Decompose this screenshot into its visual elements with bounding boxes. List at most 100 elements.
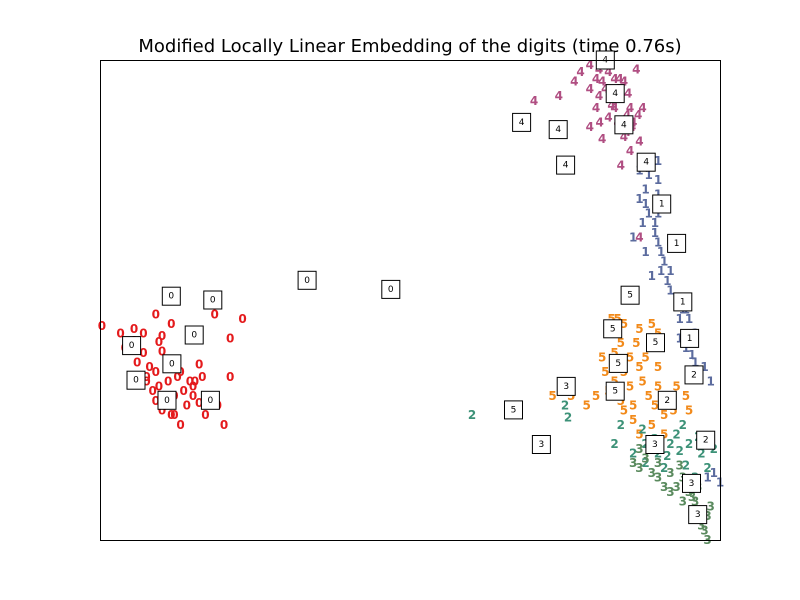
digit-point-0: 0: [139, 327, 147, 341]
thumbnail-frame: [184, 325, 204, 345]
digit-point-5: 5: [610, 346, 618, 360]
digit-point-4: 4: [595, 63, 603, 77]
digit-point-1: 1: [654, 187, 662, 201]
digit-thumbnail-5: 5: [620, 285, 640, 305]
thumbnail-frame: [556, 376, 576, 396]
digit-point-0: 0: [158, 329, 166, 343]
thumbnail-frame: [161, 286, 181, 306]
digit-point-5: 5: [648, 418, 656, 432]
digit-point-5: 5: [648, 317, 656, 331]
digit-point-0: 0: [158, 344, 166, 358]
digit-point-1: 1: [666, 264, 674, 278]
digit-point-1: 1: [635, 192, 643, 206]
digit-point-0: 0: [98, 319, 106, 333]
digit-point-4: 4: [598, 75, 606, 89]
digit-thumbnail-0: 0: [200, 390, 220, 410]
digit-point-0: 0: [152, 394, 160, 408]
digit-point-4: 4: [620, 130, 628, 144]
digit-point-0: 0: [198, 370, 206, 384]
digit-point-3: 3: [666, 485, 674, 499]
thumbnail-frame: [646, 333, 665, 353]
digit-point-1: 1: [645, 207, 653, 221]
digit-point-1: 1: [629, 231, 637, 245]
digit-point-0: 0: [152, 365, 160, 379]
thumbnail-digit: 2: [703, 436, 709, 446]
digit-thumbnail-1: 1: [680, 328, 700, 348]
digit-point-1: 1: [663, 274, 671, 288]
digit-point-1: 1: [651, 216, 659, 230]
digit-point-5: 5: [583, 399, 591, 413]
digit-point-5: 5: [635, 322, 643, 336]
digit-point-4: 4: [638, 101, 646, 115]
thumbnail-digit: 1: [659, 200, 665, 210]
digit-point-1: 1: [691, 355, 699, 369]
digit-point-0: 0: [155, 335, 163, 349]
digit-point-0: 0: [167, 408, 175, 422]
digit-point-5: 5: [635, 427, 643, 441]
thumbnail-frame: [603, 319, 623, 339]
digit-point-3: 3: [648, 466, 656, 480]
thumbnail-digit: 5: [615, 359, 621, 369]
digit-point-0: 0: [152, 307, 160, 321]
thumbnail-frame: [548, 120, 568, 140]
digit-point-1: 1: [685, 312, 693, 326]
digit-point-0: 0: [220, 418, 228, 432]
digit-point-3: 3: [707, 499, 715, 513]
digit-thumbnail-2: 2: [696, 430, 716, 450]
digit-point-4: 4: [610, 72, 618, 86]
digit-point-1: 1: [641, 197, 649, 211]
thumbnail-frame: [381, 279, 401, 299]
digit-point-0: 0: [145, 360, 153, 374]
digit-point-1: 1: [654, 207, 662, 221]
thumbnail-frame: [682, 473, 701, 493]
digit-point-1: 1: [688, 348, 696, 362]
thumbnail-frame: [620, 285, 640, 305]
digit-point-2: 2: [638, 423, 646, 437]
digit-point-0: 0: [195, 357, 203, 371]
thumbnail-frame: [605, 84, 625, 104]
digit-point-5: 5: [614, 312, 622, 326]
digit-point-0: 0: [149, 384, 157, 398]
digit-point-0: 0: [142, 375, 150, 389]
digit-point-4: 4: [604, 111, 612, 125]
digit-point-3: 3: [660, 480, 668, 494]
digit-point-4: 4: [634, 108, 642, 122]
digit-point-0: 0: [130, 322, 138, 336]
digit-point-0: 0: [226, 331, 234, 345]
digit-point-4: 4: [570, 75, 578, 89]
digit-point-0: 0: [133, 355, 141, 369]
thumbnail-frame: [605, 381, 625, 401]
thumbnail-digit: 0: [208, 396, 214, 406]
digit-point-2: 2: [617, 418, 625, 432]
digit-point-3: 3: [654, 471, 662, 485]
thumbnail-frame: [696, 430, 716, 450]
digit-point-4: 4: [586, 120, 594, 134]
digit-point-3: 3: [654, 456, 662, 470]
digit-point-2: 2: [697, 447, 705, 461]
thumbnail-frame: [688, 505, 708, 525]
digit-point-0: 0: [167, 317, 175, 331]
digit-point-0: 0: [155, 379, 163, 393]
digit-thumbnail-5: 5: [504, 400, 523, 420]
digit-point-5: 5: [620, 403, 628, 417]
digit-thumbnail-4: 4: [636, 152, 656, 172]
chart-title: Modified Locally Linear Embedding of the…: [138, 36, 681, 57]
thumbnail-digit: 1: [674, 239, 680, 249]
digit-thumbnail-3: 3: [682, 473, 701, 493]
digit-point-4: 4: [620, 75, 628, 89]
digit-point-5: 5: [598, 351, 606, 365]
digit-point-5: 5: [617, 336, 625, 350]
thumbnail-frame: [297, 270, 317, 290]
digit-thumbnail-4: 4: [548, 120, 568, 140]
digit-point-1: 1: [648, 269, 656, 283]
digit-point-5: 5: [629, 399, 637, 413]
thumbnail-digit: 4: [555, 125, 561, 135]
thumbnail-digit: 5: [610, 324, 616, 334]
thumbnail-frame: [200, 390, 220, 410]
digit-point-4: 4: [598, 132, 606, 146]
digit-point-4: 4: [592, 72, 600, 86]
digit-point-0: 0: [238, 312, 246, 326]
digit-point-1: 1: [641, 183, 649, 197]
digit-point-2: 2: [666, 437, 674, 451]
